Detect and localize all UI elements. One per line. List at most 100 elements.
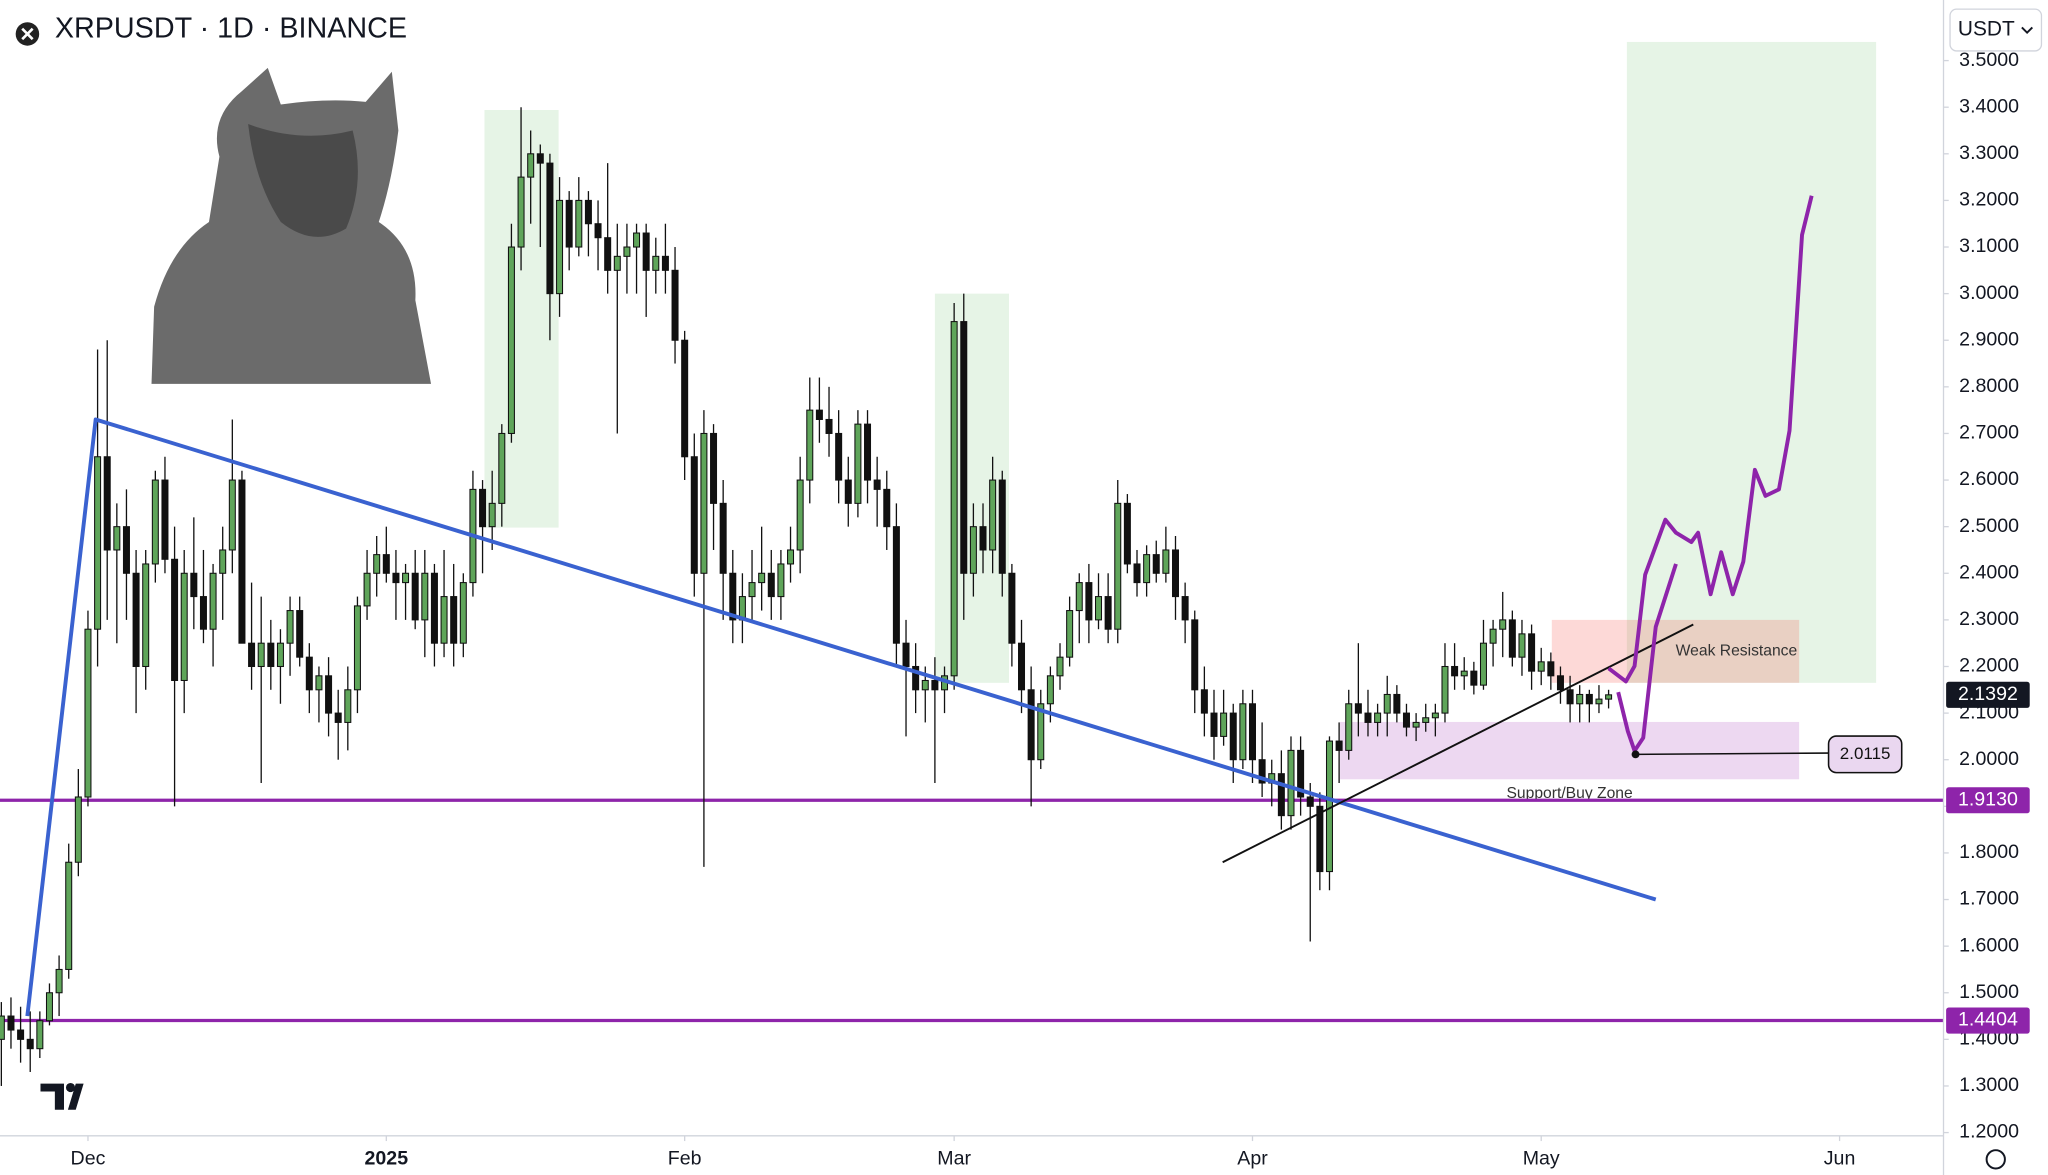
candle-body: [228, 479, 236, 551]
candle-body: [45, 992, 53, 1022]
candle-body: [305, 656, 313, 691]
zone: [1626, 41, 1877, 683]
candle-body: [912, 665, 920, 691]
candle-body: [1066, 610, 1074, 658]
candle-body: [1287, 749, 1295, 817]
candle-body: [854, 423, 862, 504]
last-price-box: [1946, 681, 2030, 708]
candle-body: [276, 642, 284, 668]
candle-body: [1393, 693, 1401, 714]
candle-body: [883, 488, 891, 528]
callout-label: 2.0115: [1840, 744, 1891, 763]
candle-body: [1277, 773, 1285, 817]
candle-body: [190, 572, 198, 598]
candle-body: [1402, 712, 1410, 728]
candle-body: [690, 456, 698, 574]
candle-body: [180, 572, 188, 681]
candle-body: [1547, 661, 1555, 677]
candle-body: [844, 479, 852, 504]
candle-body: [1383, 693, 1391, 714]
y-tick-label: 1.5000: [1959, 981, 2019, 1003]
candle-body: [1508, 619, 1516, 658]
settings-icon[interactable]: [1985, 1149, 2006, 1170]
candle-body: [604, 237, 612, 271]
candle-body: [584, 199, 592, 225]
candle-body: [969, 526, 977, 574]
x-tick-label: May: [1523, 1148, 1560, 1170]
candle-body: [671, 269, 679, 341]
candle-body: [257, 642, 265, 668]
candle-body: [1075, 582, 1083, 612]
candle-body: [248, 642, 256, 668]
candle-body: [1451, 665, 1459, 677]
candle-body: [979, 526, 987, 551]
candle-body: [344, 689, 352, 723]
candle-body: [1441, 665, 1449, 714]
symbol-icon-mark: [21, 27, 34, 41]
candle-body: [1037, 703, 1045, 761]
y-tick-label: 3.1000: [1959, 235, 2019, 257]
candle-body: [594, 223, 602, 239]
candle-body: [0, 1015, 5, 1040]
candle-body: [623, 246, 631, 257]
candle-body: [1027, 689, 1035, 761]
candle-body: [815, 409, 823, 420]
candle-body: [1518, 633, 1526, 658]
candle-body: [1229, 712, 1237, 761]
callout-box: [1827, 735, 1903, 774]
candle-body: [864, 423, 872, 481]
candle-body: [1152, 554, 1160, 574]
currency-label[interactable]: USDT: [1958, 18, 2015, 41]
candle-body: [1123, 502, 1131, 565]
candle-body: [1345, 703, 1353, 751]
candle-body: [132, 572, 140, 668]
candle-body: [1133, 563, 1141, 584]
candle-body: [315, 675, 323, 691]
candle-body: [1499, 619, 1507, 630]
candle-body: [1104, 596, 1112, 630]
candle-body: [777, 563, 785, 598]
candle-body: [633, 232, 641, 248]
candle-body: [989, 479, 997, 551]
candle-body: [960, 321, 968, 574]
candle-body: [171, 558, 179, 681]
candle-body: [74, 796, 82, 863]
candle-body: [1248, 703, 1256, 761]
candle-body: [161, 479, 169, 560]
candle-body: [556, 199, 564, 295]
candle-body: [1422, 717, 1430, 723]
candle-body: [613, 255, 621, 271]
trendline: [1222, 623, 1694, 864]
plot-area: Weak Resistance Support/Buy Zone 2.0115: [0, 41, 1944, 1086]
candle-body: [382, 554, 390, 574]
candle-body: [1143, 554, 1151, 584]
candle-body: [65, 861, 73, 970]
candle-body: [1114, 502, 1122, 630]
candle-body: [1056, 656, 1064, 677]
candle-body: [479, 488, 487, 528]
candle-body: [1537, 661, 1545, 672]
y-tick-label: 1.6000: [1959, 934, 2019, 956]
x-tick-label: Jun: [1824, 1148, 1856, 1170]
candle-body: [1162, 549, 1170, 574]
candle-body: [787, 549, 795, 565]
candle-body: [1191, 619, 1199, 691]
candle-body: [450, 596, 458, 644]
currency-dropdown[interactable]: USDT: [1949, 8, 2043, 52]
candle-body: [1605, 694, 1613, 700]
currency-button[interactable]: [1949, 8, 2043, 52]
candle-body: [1200, 689, 1208, 714]
candle-body: [710, 432, 718, 504]
y-tick-label: 2.2000: [1959, 655, 2019, 677]
level-label: 1.9130: [1958, 788, 2018, 810]
candle-body: [507, 246, 515, 434]
candle-body: [36, 1020, 44, 1050]
candle-body: [806, 409, 814, 481]
candle-body: [325, 675, 333, 714]
candle-body: [546, 162, 554, 295]
candle-body: [26, 1038, 34, 1050]
y-tick-label: 2.3000: [1959, 608, 2019, 630]
zone-label: Support/Buy Zone: [1506, 785, 1633, 802]
candle-body: [931, 679, 939, 691]
candle-body: [1354, 703, 1362, 714]
